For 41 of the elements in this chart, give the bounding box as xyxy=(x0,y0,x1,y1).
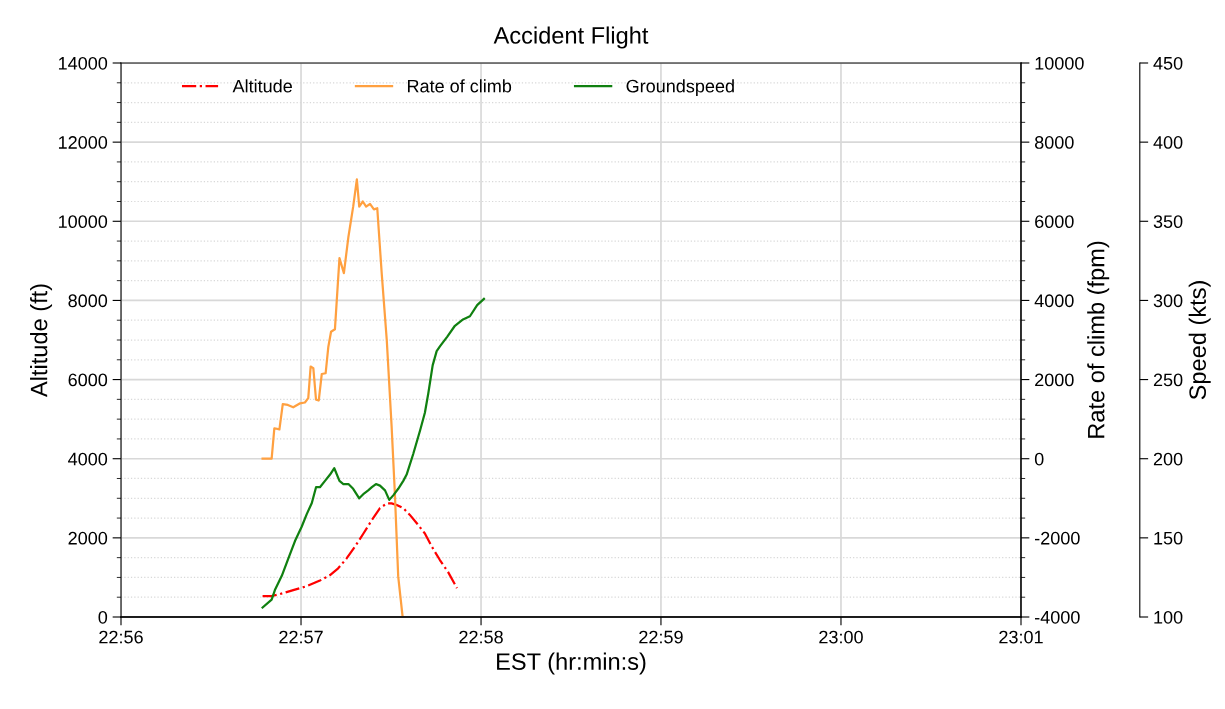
y3-axis-title: Speed (kts) xyxy=(1188,281,1211,400)
y2-tick-label: 8000 xyxy=(1034,136,1074,149)
y3-tick-label: 400 xyxy=(1153,136,1183,149)
y2-tick-label: -2000 xyxy=(1035,531,1080,545)
y2-tick-label: 6000 xyxy=(1035,215,1074,229)
x-tick-label: 23:01 xyxy=(999,630,1043,644)
y2-tick-label: 10000 xyxy=(1035,56,1084,70)
y3-tick-label: 300 xyxy=(1153,294,1183,308)
y-tick-label: 10000 xyxy=(58,215,108,229)
x-tick-label: 22:58 xyxy=(459,630,503,644)
y3-tick-label: 450 xyxy=(1153,56,1183,70)
y2-tick-label: -4000 xyxy=(1035,610,1080,624)
x-tick-label: 23:00 xyxy=(819,630,863,644)
y-tick-label: 8000 xyxy=(68,294,108,308)
y-tick-label: 6000 xyxy=(68,373,108,387)
line-series xyxy=(261,178,404,617)
y3-tick-label: 150 xyxy=(1154,531,1183,545)
y2-tick-label: 0 xyxy=(1034,452,1044,466)
y-tick-label: 4000 xyxy=(68,452,108,466)
y-tick-label: 2000 xyxy=(68,531,108,545)
x-axis-title: EST (hr:min:s) xyxy=(497,652,646,675)
y3-tick-label: 350 xyxy=(1153,215,1183,229)
line-series xyxy=(261,502,459,598)
x-tick-label: 22:57 xyxy=(279,630,323,644)
y-tick-label: 12000 xyxy=(58,136,108,149)
legend-label: Altitude xyxy=(232,79,292,93)
legend-label: Rate of climb xyxy=(407,79,512,93)
y-axis-title: Altitude (ft) xyxy=(30,284,53,398)
legend-label: Groundspeed xyxy=(626,79,734,97)
x-tick-label: 22:56 xyxy=(99,630,143,644)
y-tick-label: 14000 xyxy=(58,56,108,70)
x-tick-label: 22:59 xyxy=(639,630,683,644)
y2-tick-label: 2000 xyxy=(1035,373,1074,387)
y2-tick-label: 4000 xyxy=(1034,294,1074,308)
chart-title: Accident Flight xyxy=(493,26,649,49)
line-series xyxy=(261,297,486,609)
y-tick-label: 0 xyxy=(98,610,108,624)
y3-tick-label: 100 xyxy=(1154,610,1183,624)
y2-axis-title: Rate of climb (fpm) xyxy=(1087,241,1110,438)
y3-tick-label: 250 xyxy=(1153,373,1183,387)
y3-tick-label: 200 xyxy=(1153,452,1183,466)
